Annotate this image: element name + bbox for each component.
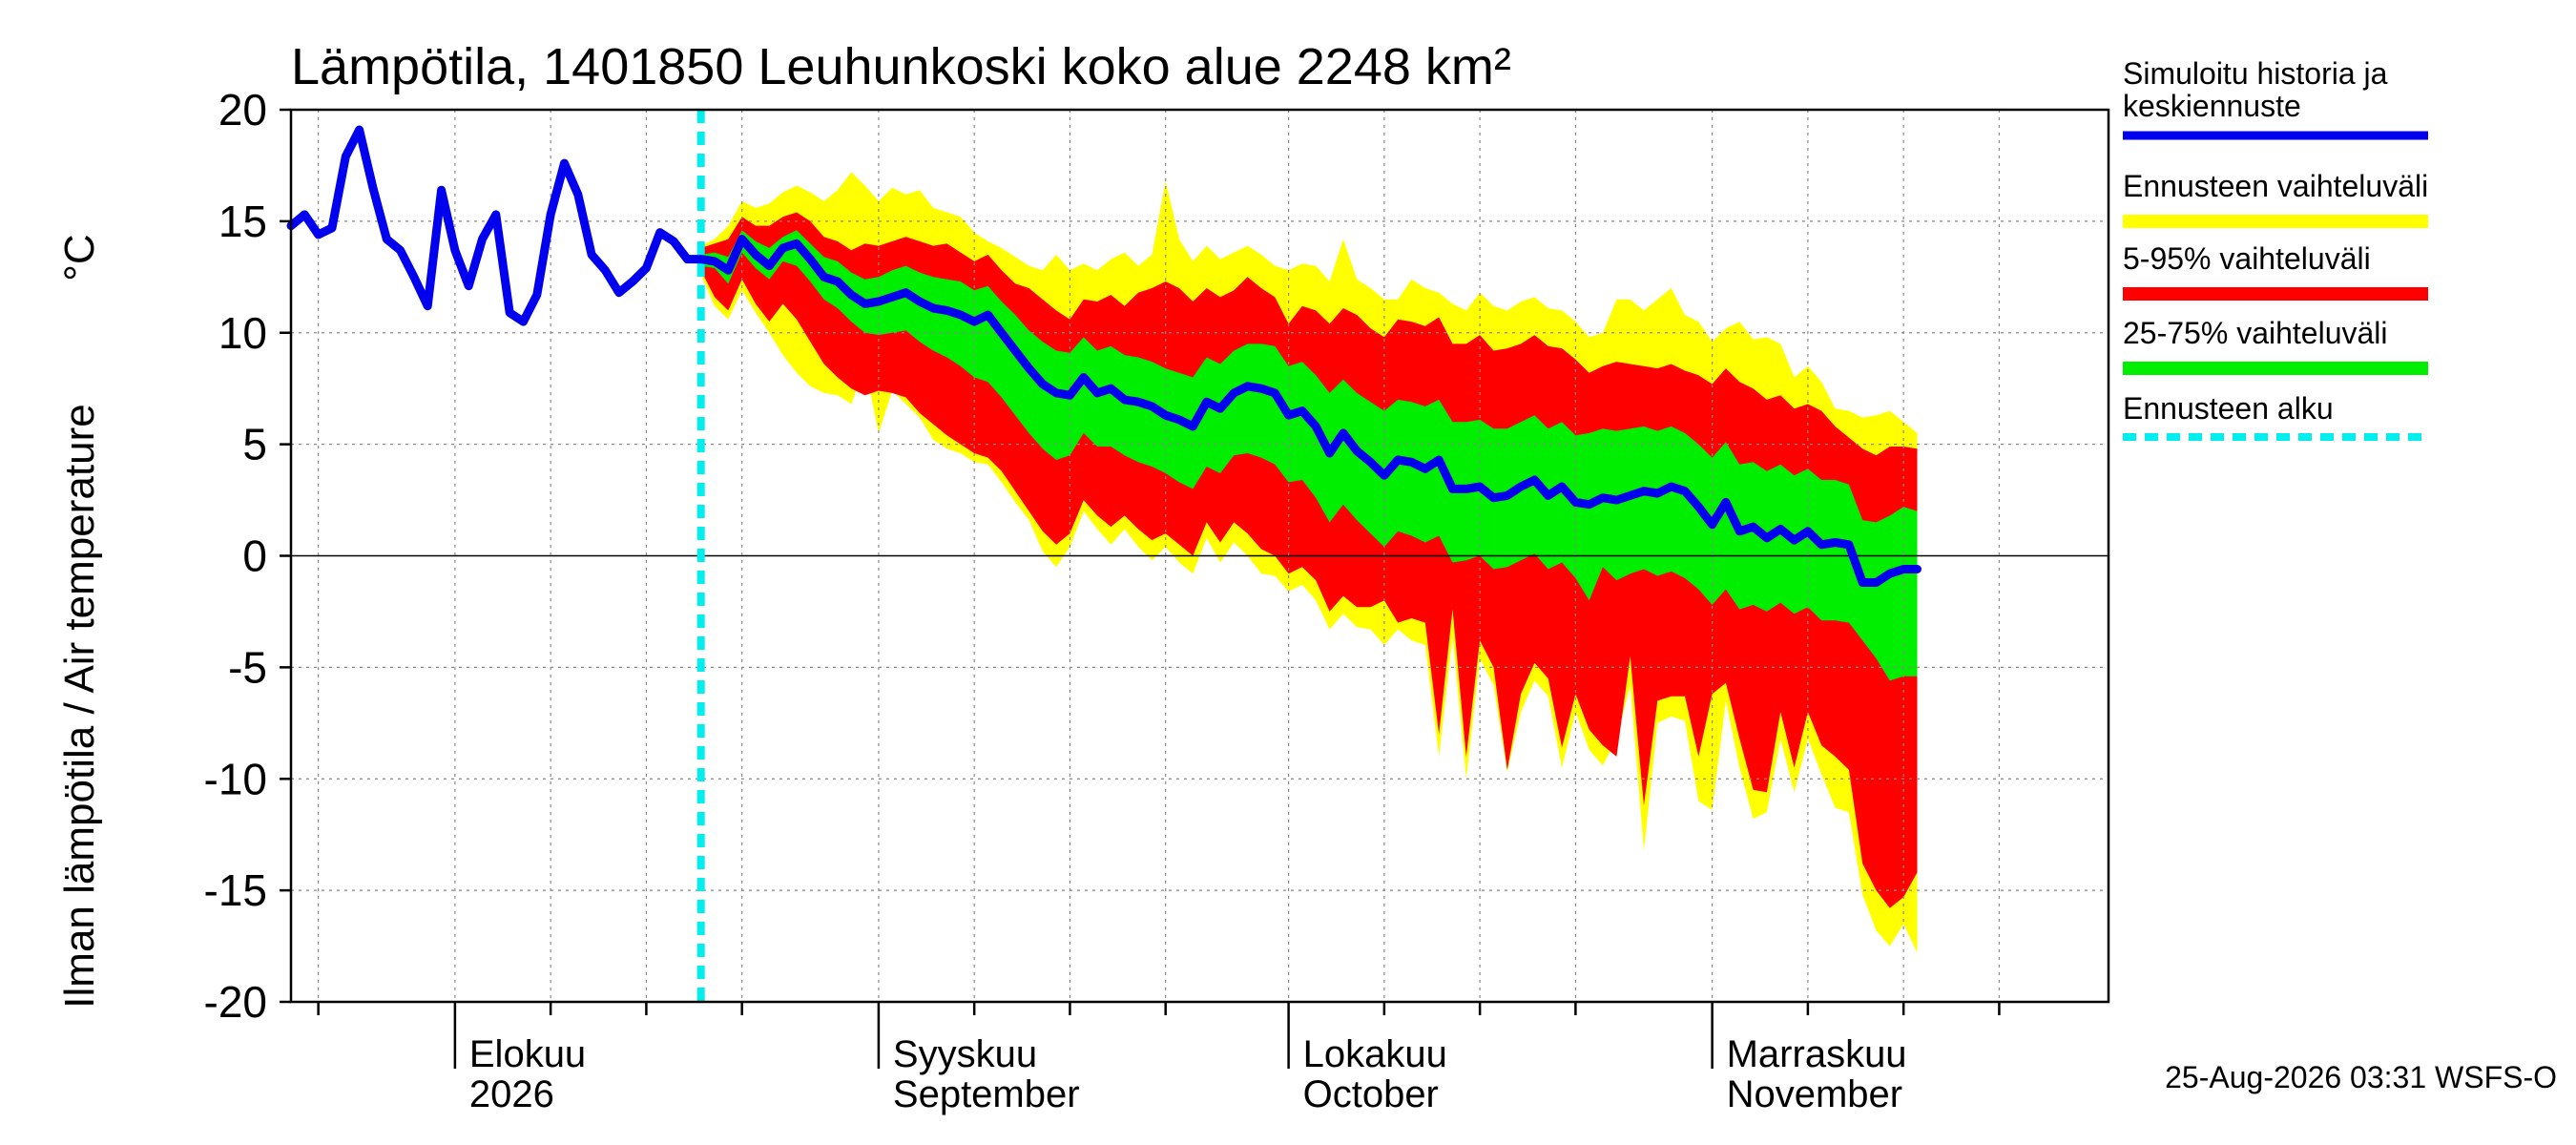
y-tick-label: 5 (242, 420, 267, 469)
x-month-label-secondary: October (1303, 1073, 1439, 1115)
x-month-label-secondary: November (1727, 1073, 1903, 1115)
history-line (286, 125, 706, 326)
legend-label: Ennusteen vaihteluväli (2123, 169, 2428, 203)
x-month-label: Lokakuu (1303, 1033, 1447, 1075)
y-tick-label: 20 (218, 85, 267, 135)
y-tick-label: -5 (228, 642, 267, 692)
footer-timestamp: 25-Aug-2026 03:31 WSFS-O (2165, 1060, 2557, 1094)
chart-title: Lämpötila, 1401850 Leuhunkoski koko alue… (291, 38, 1511, 95)
x-month-label: Syyskuu (893, 1033, 1037, 1075)
legend-swatch (2123, 287, 2428, 301)
y-axis-label: Ilman lämpötila / Air temperature (56, 404, 103, 1008)
legend-label: 25-75% vaihteluväli (2123, 316, 2388, 350)
legend-swatch (2123, 215, 2428, 228)
x-month-label: Elokuu (469, 1033, 586, 1075)
legend-label: 5-95% vaihteluväli (2123, 241, 2371, 276)
legend-label: Ennusteen alku (2123, 391, 2334, 426)
y-tick-label: 10 (218, 308, 267, 358)
y-tick-label: -15 (204, 865, 267, 915)
legend-swatch (2123, 362, 2428, 375)
y-axis-unit: °C (56, 234, 103, 281)
y-tick-label: 0 (242, 531, 267, 581)
y-tick-label: -10 (204, 754, 267, 803)
y-tick-label: -20 (204, 977, 267, 1027)
x-month-label: Marraskuu (1727, 1033, 1907, 1075)
x-month-label-secondary: 2026 (469, 1073, 554, 1115)
x-month-label-secondary: September (893, 1073, 1080, 1115)
y-tick-label: 15 (218, 197, 267, 246)
plot-area (286, 110, 2109, 1002)
legend-label: Simuloitu historia ja (2123, 56, 2388, 91)
median-forecast-line (696, 235, 1922, 587)
legend-label: keskiennuste (2123, 89, 2301, 123)
